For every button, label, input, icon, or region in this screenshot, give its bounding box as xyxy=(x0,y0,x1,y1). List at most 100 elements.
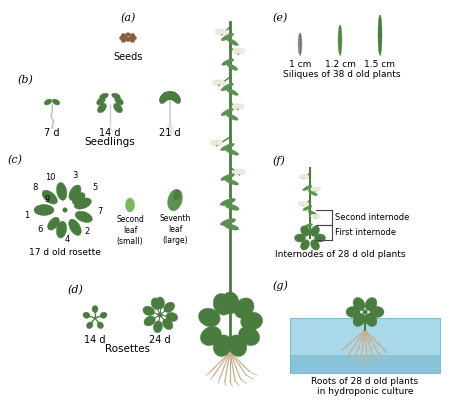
Ellipse shape xyxy=(128,36,133,40)
Ellipse shape xyxy=(308,229,317,233)
Ellipse shape xyxy=(237,169,243,174)
Ellipse shape xyxy=(100,93,109,99)
Ellipse shape xyxy=(220,143,234,151)
Text: Seventh
leaf
(large): Seventh leaf (large) xyxy=(159,214,191,245)
Ellipse shape xyxy=(236,49,242,54)
Ellipse shape xyxy=(234,298,254,318)
Ellipse shape xyxy=(112,93,120,99)
Text: Roots of 28 d old plants: Roots of 28 d old plants xyxy=(311,377,419,386)
Text: Seedlings: Seedlings xyxy=(85,137,136,147)
Ellipse shape xyxy=(154,321,163,333)
Ellipse shape xyxy=(119,36,124,40)
Ellipse shape xyxy=(353,313,365,326)
Text: 1.2 cm: 1.2 cm xyxy=(325,60,356,69)
Ellipse shape xyxy=(213,335,232,356)
Ellipse shape xyxy=(100,312,107,318)
Ellipse shape xyxy=(132,36,137,40)
Ellipse shape xyxy=(301,240,310,250)
Ellipse shape xyxy=(310,187,316,191)
Text: 6: 6 xyxy=(37,225,43,235)
Ellipse shape xyxy=(227,64,237,70)
Ellipse shape xyxy=(221,174,235,180)
Text: 1 cm: 1 cm xyxy=(289,60,311,69)
Text: (f): (f) xyxy=(273,155,286,166)
Ellipse shape xyxy=(363,310,367,314)
Text: Second internode: Second internode xyxy=(335,213,410,222)
Ellipse shape xyxy=(215,30,221,34)
Ellipse shape xyxy=(83,312,90,318)
Ellipse shape xyxy=(353,298,365,311)
Ellipse shape xyxy=(160,93,168,103)
Ellipse shape xyxy=(75,211,92,223)
Ellipse shape xyxy=(171,94,178,102)
Ellipse shape xyxy=(56,182,67,200)
Ellipse shape xyxy=(168,189,182,211)
Ellipse shape xyxy=(213,80,219,85)
Ellipse shape xyxy=(310,214,316,218)
Ellipse shape xyxy=(157,312,163,318)
Ellipse shape xyxy=(313,214,318,218)
Text: 17 d old rosette: 17 d old rosette xyxy=(29,248,101,257)
Text: (e): (e) xyxy=(273,13,288,23)
Ellipse shape xyxy=(121,39,126,43)
Ellipse shape xyxy=(201,326,221,346)
Ellipse shape xyxy=(115,97,123,105)
Ellipse shape xyxy=(313,187,318,191)
Ellipse shape xyxy=(47,217,59,230)
Text: Siliques of 38 d old plants: Siliques of 38 d old plants xyxy=(283,70,401,79)
Ellipse shape xyxy=(309,190,317,196)
Ellipse shape xyxy=(316,187,320,191)
Ellipse shape xyxy=(210,140,217,145)
Ellipse shape xyxy=(310,226,319,236)
Ellipse shape xyxy=(241,312,263,330)
Ellipse shape xyxy=(238,49,245,54)
Text: (d): (d) xyxy=(68,285,84,295)
Ellipse shape xyxy=(220,219,236,225)
Ellipse shape xyxy=(378,15,382,55)
Ellipse shape xyxy=(365,313,377,326)
Ellipse shape xyxy=(151,298,161,310)
Ellipse shape xyxy=(232,104,238,109)
Text: 21 d: 21 d xyxy=(159,128,181,138)
Text: 8: 8 xyxy=(32,184,38,192)
Ellipse shape xyxy=(144,316,155,326)
Ellipse shape xyxy=(221,108,234,116)
Ellipse shape xyxy=(166,312,178,322)
Ellipse shape xyxy=(163,319,173,330)
Text: 9: 9 xyxy=(45,196,50,205)
Ellipse shape xyxy=(160,92,171,102)
Text: (g): (g) xyxy=(273,280,289,291)
Text: Seeds: Seeds xyxy=(113,52,143,62)
Ellipse shape xyxy=(234,169,239,174)
Text: 4: 4 xyxy=(64,235,70,245)
Bar xyxy=(290,318,440,373)
Text: 24 d: 24 d xyxy=(149,335,171,345)
Ellipse shape xyxy=(238,104,244,109)
Ellipse shape xyxy=(365,298,377,311)
Ellipse shape xyxy=(213,294,232,315)
Ellipse shape xyxy=(370,306,384,318)
Ellipse shape xyxy=(166,92,180,100)
Ellipse shape xyxy=(308,211,317,215)
Ellipse shape xyxy=(114,103,122,113)
Ellipse shape xyxy=(63,207,67,213)
Ellipse shape xyxy=(303,205,312,211)
Ellipse shape xyxy=(221,83,233,91)
Ellipse shape xyxy=(155,297,164,309)
Ellipse shape xyxy=(52,99,60,105)
Ellipse shape xyxy=(34,205,54,215)
Text: Second
leaf
(small): Second leaf (small) xyxy=(116,215,144,246)
Ellipse shape xyxy=(221,292,239,314)
Ellipse shape xyxy=(87,322,93,328)
Text: 1.5 cm: 1.5 cm xyxy=(365,60,395,69)
Ellipse shape xyxy=(298,202,303,206)
Ellipse shape xyxy=(219,30,224,34)
Ellipse shape xyxy=(224,224,239,230)
Ellipse shape xyxy=(298,33,302,55)
Ellipse shape xyxy=(160,92,174,100)
Ellipse shape xyxy=(124,36,129,40)
Ellipse shape xyxy=(162,93,175,100)
Ellipse shape xyxy=(238,326,260,346)
Ellipse shape xyxy=(299,175,304,179)
Ellipse shape xyxy=(56,221,67,238)
